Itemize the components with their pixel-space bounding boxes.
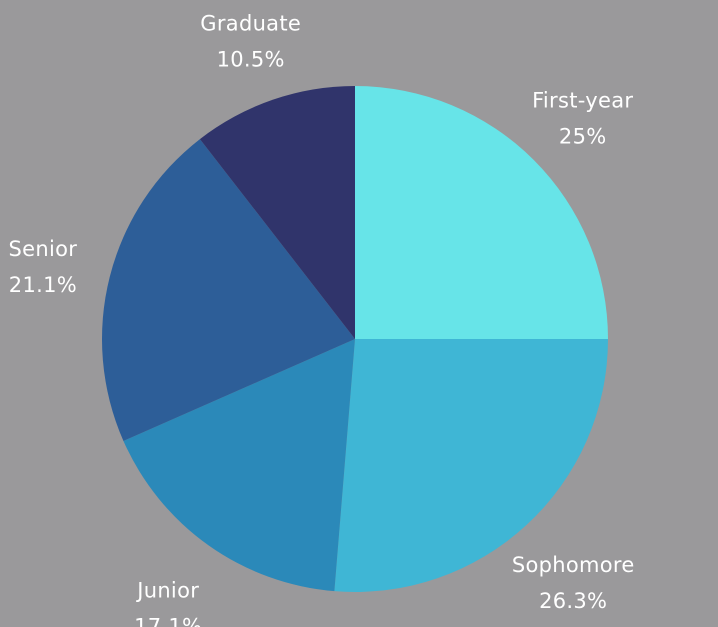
pie-slices: [101, 86, 608, 593]
pie-slice-junior: [123, 339, 355, 592]
slice-value-graduate: 10.5%: [217, 47, 285, 71]
slice-label-graduate: Graduate: [200, 11, 301, 35]
slice-label-first-year: First-year: [532, 88, 633, 112]
slice-value-first-year: 25%: [559, 124, 607, 148]
slice-value-senior: 21.1%: [9, 273, 77, 297]
slice-label-junior: Junior: [135, 578, 199, 602]
slice-label-sophomore: Sophomore: [512, 553, 635, 577]
pie-slice-sophomore: [334, 339, 608, 593]
pie-slice-senior: [101, 139, 356, 441]
slice-value-sophomore: 26.3%: [539, 589, 607, 613]
slice-label-senior: Senior: [9, 237, 78, 261]
slice-value-junior: 17.1%: [134, 614, 202, 627]
pie-slice-graduate: [199, 86, 355, 339]
pie-slice-first-year: [355, 86, 608, 339]
pie-labels: First-year 25% Sophomore 26.3% Junior 17.1% Se…: [9, 11, 635, 627]
